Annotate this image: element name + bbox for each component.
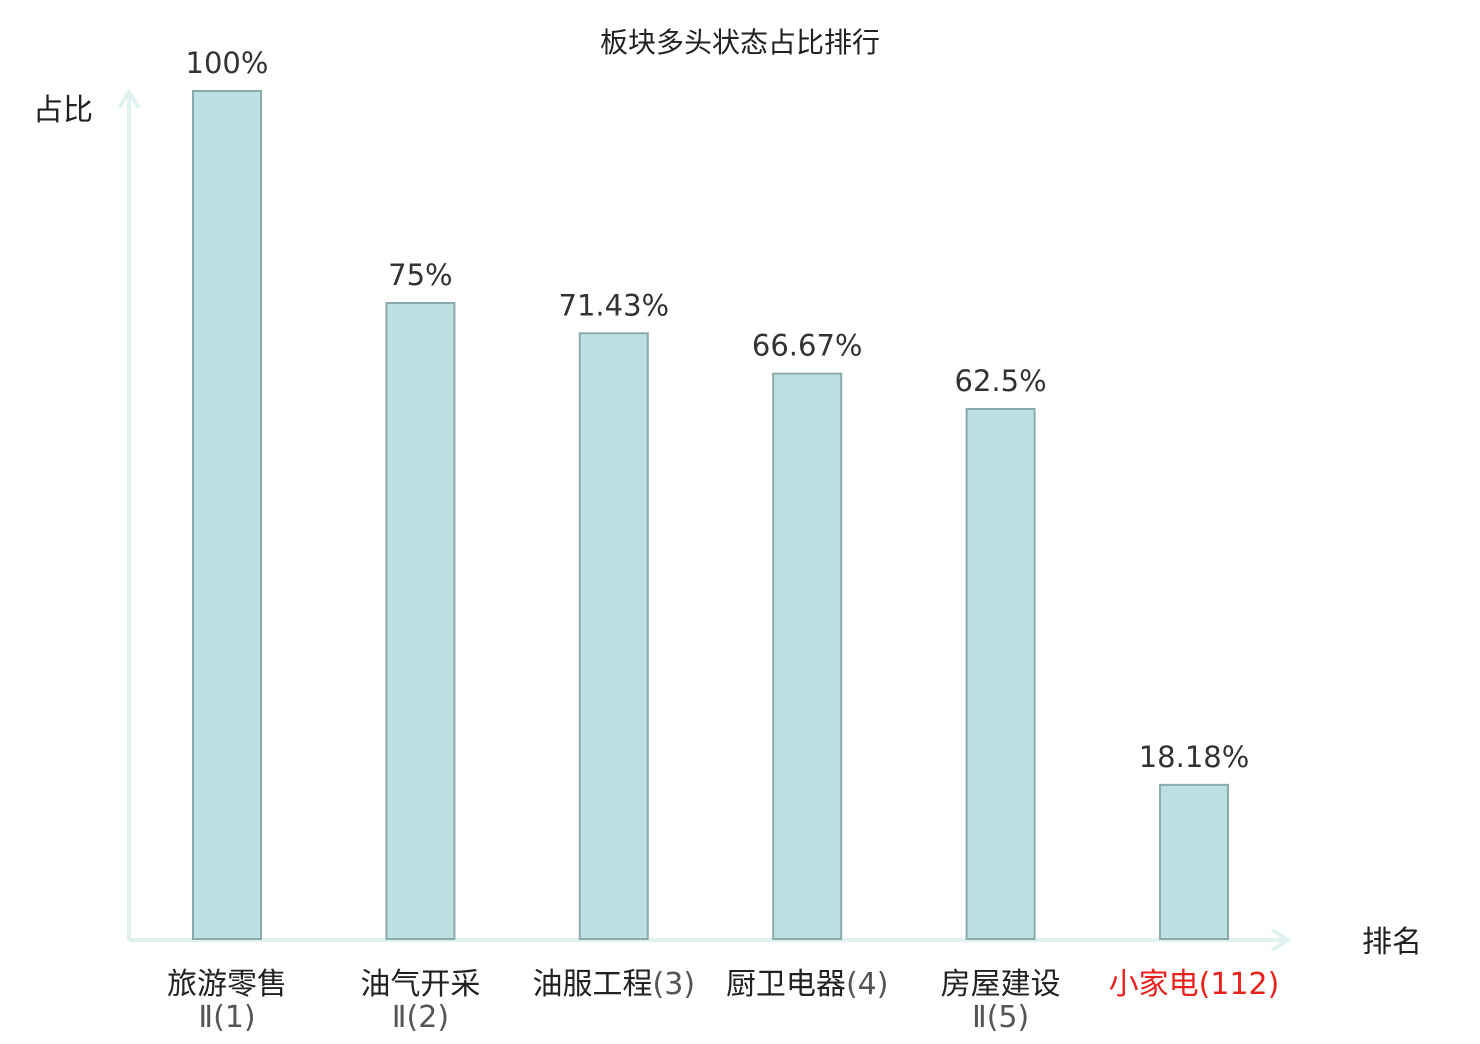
bars — [192, 90, 1229, 941]
category-label: 油气开采 Ⅱ(2) — [360, 967, 480, 1035]
value-labels: 100% 75% 71.43% 66.67% 62.5% 18.18% — [186, 46, 1250, 774]
category-labels: 旅游零售 Ⅱ(1) 油气开采 Ⅱ(2) 油服工程(3) 厨卫电器(4) 房屋建设 Ⅱ(5) 小家… — [167, 967, 1279, 1035]
category-rank: Ⅱ(5) — [972, 1000, 1029, 1035]
value-label: 100% — [186, 46, 269, 80]
bar — [965, 408, 1036, 940]
value-label: 75% — [388, 258, 452, 292]
category-name: 小家电 — [1109, 967, 1199, 1002]
category-name: 油气开采 — [360, 967, 480, 1002]
category-label: 厨卫电器(4) — [726, 967, 889, 1002]
bar — [578, 332, 649, 940]
category-label: 小家电(112) — [1109, 967, 1280, 1002]
x-axis-label: 排名 — [1362, 925, 1422, 960]
value-label: 66.67% — [752, 329, 863, 363]
value-label: 62.5% — [955, 364, 1047, 398]
category-rank: (3) — [653, 967, 696, 1002]
category-name: 旅游零售 — [167, 967, 287, 1002]
category-label: 油服工程(3) — [533, 967, 696, 1002]
category-name: 油服工程 — [533, 967, 653, 1002]
category-rank: Ⅱ(2) — [392, 1000, 449, 1035]
bar — [1159, 783, 1229, 941]
bar — [192, 90, 262, 940]
bar — [772, 372, 843, 940]
chart-title: 板块多头状态占比排行 — [600, 26, 880, 59]
value-label: 18.18% — [1139, 740, 1250, 774]
category-rank: (112) — [1199, 967, 1280, 1002]
category-rank: (4) — [846, 967, 889, 1002]
category-label: 房屋建设 Ⅱ(5) — [941, 967, 1061, 1035]
value-label: 71.43% — [559, 288, 670, 322]
category-label: 旅游零售 Ⅱ(1) — [167, 967, 287, 1035]
y-axis-arrow — [117, 88, 141, 110]
y-axis-label: 占比 — [33, 93, 93, 128]
x-axis-arrow — [1270, 928, 1292, 952]
axes — [117, 88, 1292, 952]
category-name: 厨卫电器 — [726, 967, 846, 1002]
category-name: 房屋建设 — [941, 967, 1061, 1002]
category-rank: Ⅱ(1) — [198, 1000, 255, 1035]
bar — [385, 302, 456, 940]
